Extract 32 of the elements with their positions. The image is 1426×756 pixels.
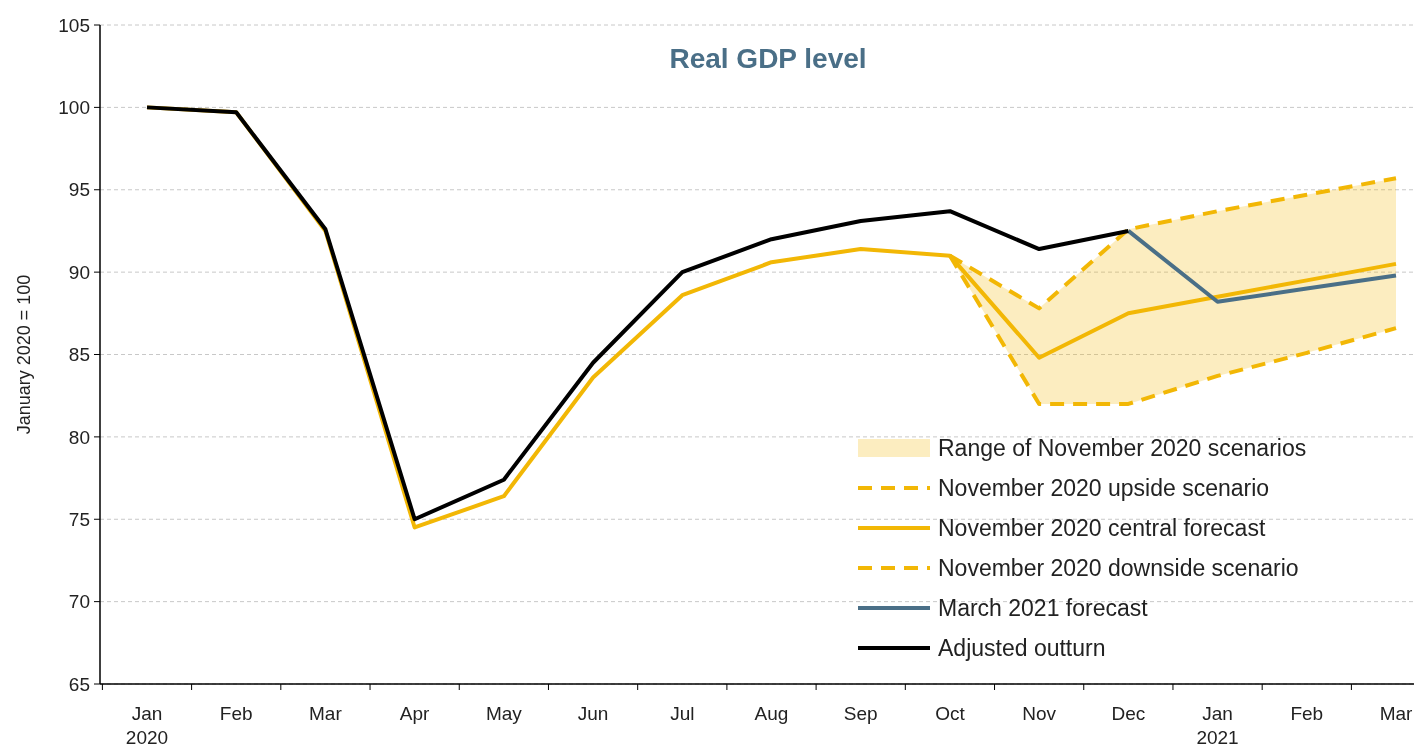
y-tick-label: 90 [68, 261, 90, 283]
x-tick-label: Jan 2021 [1196, 703, 1239, 748]
x-tick-label: Feb [219, 703, 253, 724]
x-tick-label: Aug [754, 703, 789, 724]
x-tick-label: Oct [935, 703, 966, 724]
x-tick-label: Jul [670, 703, 695, 724]
legend-label: November 2020 downside scenario [938, 555, 1299, 581]
y-tick-label: 75 [68, 508, 90, 530]
y-axis-title: January 2020 = 100 [14, 274, 34, 435]
x-tick-label: Mar [1379, 703, 1414, 724]
legend-label: November 2020 central forecast [938, 515, 1266, 541]
x-tick-label: Jun [577, 703, 609, 724]
legend-label: November 2020 upside scenario [938, 475, 1270, 501]
x-tick-label: Apr [399, 703, 431, 724]
x-tick-label: Jan 2020 [125, 703, 169, 748]
y-tick-label: 65 [68, 673, 90, 695]
x-tick-label: Sep [843, 703, 878, 724]
legend-label: March 2021 forecast [938, 595, 1149, 621]
text: Real GDP level [669, 43, 867, 74]
y-tick-label: 105 [58, 14, 90, 36]
y-tick-label: 80 [68, 426, 90, 448]
x-tick-label: Dec [1111, 703, 1146, 724]
x-tick-label: Feb [1290, 703, 1324, 724]
y-tick-label: 85 [68, 344, 90, 366]
y-tick-label: 100 [58, 97, 90, 119]
y-tick-label: 95 [68, 179, 90, 201]
x-tick-label: May [485, 703, 523, 724]
x-tick-label: Nov [1022, 703, 1057, 724]
annotation: Range of November 2020 scenarios [938, 435, 1307, 461]
x-tick-label: Mar [309, 703, 343, 724]
y-tick-label: 70 [68, 591, 90, 613]
legend-label: Adjusted outturn [938, 635, 1106, 661]
